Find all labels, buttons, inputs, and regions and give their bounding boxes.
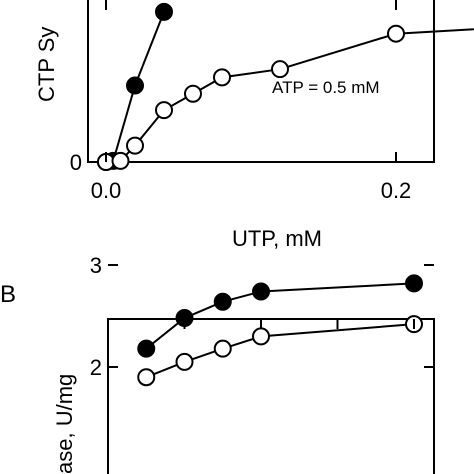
panel-a: 0.00.20.40 CTP Sy ATP = 0.5 mM UTP, mM	[34, 0, 474, 251]
panel-a-y-tick-label: 0	[70, 150, 82, 175]
panel-b-y-axis-label: ase, U/mg	[52, 374, 77, 474]
panel-a-x-tick-label: 0.2	[381, 178, 412, 203]
panel-a-series	[97, 2, 474, 171]
panel-b-y-tick-label: 3	[90, 253, 102, 278]
panel-a-open-point	[126, 136, 144, 155]
panel-a-x-axis-label: UTP, mM	[232, 226, 322, 251]
panel-a-open-point	[111, 151, 130, 170]
panel-b-y-tick-label: 2	[90, 355, 102, 380]
panel-b: B 23 ase, U/mg	[0, 253, 435, 474]
panel-a-open-point	[387, 24, 405, 43]
panel-b-ticks: 23	[90, 253, 434, 380]
panel-b-filled-point	[252, 282, 270, 301]
panel-a-filled-point	[155, 2, 173, 21]
panel-a-filled-point	[126, 76, 144, 95]
panel-a-x-tick-label: 0.0	[91, 178, 122, 203]
panel-a-y-axis-label: CTP Sy	[34, 27, 59, 102]
panel-a-open-point	[155, 101, 173, 120]
panel-a-frame	[87, 0, 435, 163]
panel-a-series-open-line	[105, 28, 474, 163]
panel-b-frame	[107, 318, 435, 474]
panel-b-open-point	[175, 352, 194, 371]
panel-a-annotation: ATP = 0.5 mM	[272, 78, 380, 97]
panel-b-open-point	[137, 368, 156, 387]
panel-a-open-point	[271, 60, 289, 79]
panel-b-open-point	[252, 327, 270, 346]
panel-b-series	[137, 274, 423, 387]
panel-b-label: B	[0, 281, 16, 308]
panel-a-ticks: 0.00.20.40	[70, 0, 434, 203]
panel-b-filled-point	[137, 339, 156, 358]
panel-b-open-point	[213, 339, 232, 358]
panel-a-open-point	[184, 84, 202, 103]
panel-a-open-point	[213, 68, 231, 87]
panel-b-filled-point	[213, 292, 232, 311]
panel-b-filled-point	[405, 274, 423, 293]
